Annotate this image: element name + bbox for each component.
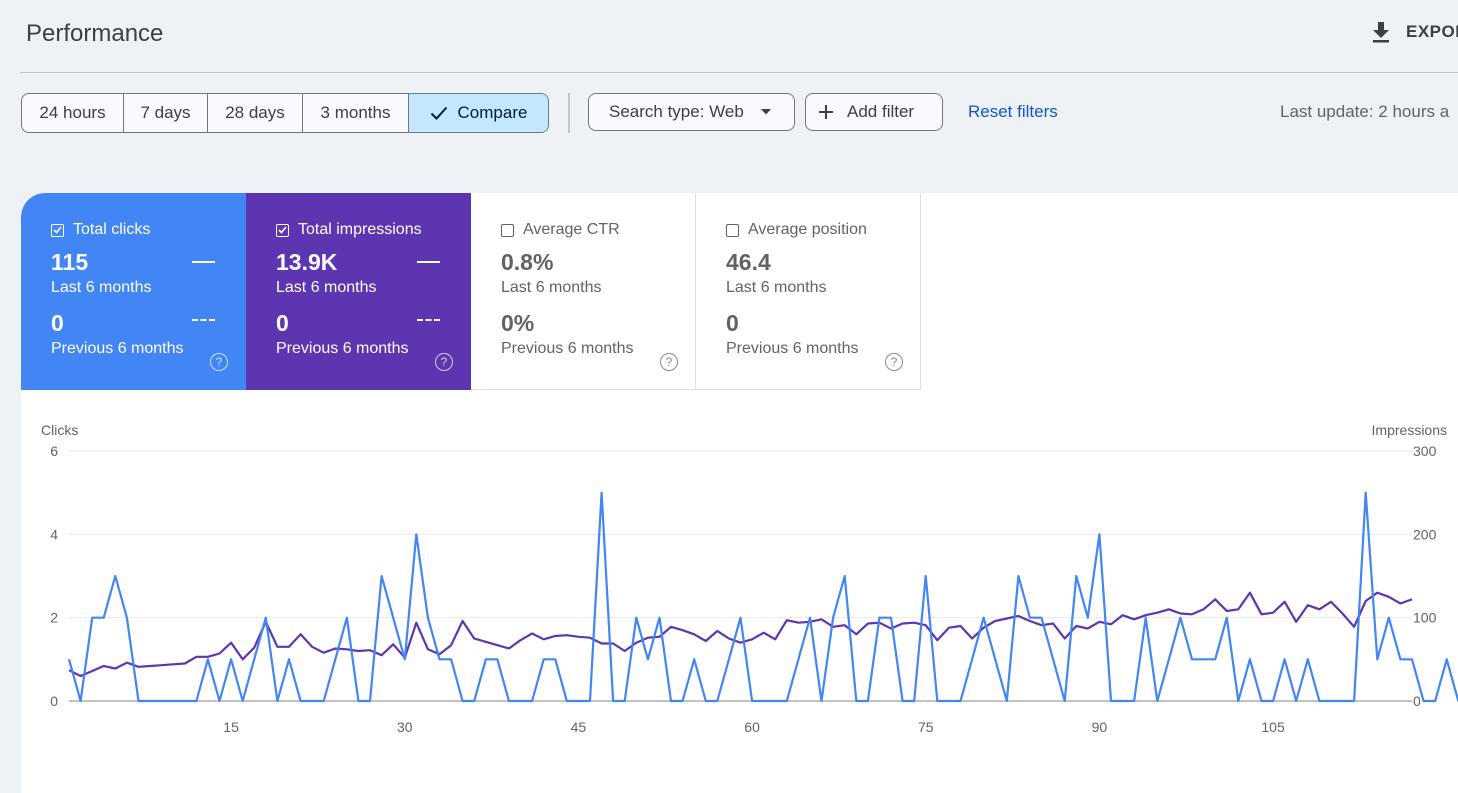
metric-label: Average CTR <box>523 221 620 238</box>
metric-previous-period: Previous 6 months <box>726 340 859 357</box>
metric-period: Last 6 months <box>276 279 377 296</box>
metric-previous-period: Previous 6 months <box>501 340 634 357</box>
metric-value: 13.9K <box>276 249 338 275</box>
metric-average-ctr[interactable]: Average CTR 0.8% Last 6 months 0% Previo… <box>471 193 696 390</box>
search-type-label: Search type: Web <box>609 102 744 121</box>
range-24-hours-button[interactable]: 24 hours <box>22 94 124 132</box>
search-type-dropdown[interactable]: Search type: Web <box>588 93 795 131</box>
x-axis-tick-label: 105 <box>1261 719 1285 735</box>
metric-previous-value: 0 <box>51 310 64 336</box>
export-label: EXPOR <box>1406 22 1458 41</box>
date-range-selector: 24 hours 7 days 28 days 3 months Compare <box>21 93 549 133</box>
dropdown-arrow-icon <box>760 109 771 115</box>
check-icon <box>430 106 447 120</box>
performance-card: Total clicks 115 Last 6 months 0 Previou… <box>21 193 1458 793</box>
metric-period: Last 6 months <box>51 279 152 296</box>
metric-label: Total clicks <box>73 221 151 238</box>
toolbar-divider <box>568 93 570 133</box>
left-axis-tick-label: 4 <box>50 526 58 542</box>
x-axis-tick-label: 90 <box>1092 719 1108 735</box>
right-axis-tick-label: 300 <box>1413 443 1437 459</box>
checkbox-checked-icon[interactable] <box>276 223 289 237</box>
solid-line-legend-icon <box>417 261 440 263</box>
checkbox-unchecked-icon[interactable] <box>726 223 739 237</box>
checkbox-checked-icon[interactable] <box>51 223 64 237</box>
metric-label: Total impressions <box>298 221 422 238</box>
metric-previous-period: Previous 6 months <box>276 340 409 357</box>
compare-button[interactable]: Compare <box>409 94 548 132</box>
metric-period: Last 6 months <box>501 279 602 296</box>
dashed-line-legend-icon <box>192 319 215 321</box>
metric-total-impressions[interactable]: Total impressions 13.9K Last 6 months 0 … <box>246 193 471 390</box>
range-28-days-button[interactable]: 28 days <box>208 94 303 132</box>
add-filter-label: Add filter <box>847 102 915 121</box>
right-axis-tick-label: 200 <box>1413 526 1437 542</box>
metric-total-clicks[interactable]: Total clicks 115 Last 6 months 0 Previou… <box>21 193 246 390</box>
page-title: Performance <box>26 20 164 47</box>
help-icon[interactable]: ? <box>435 353 453 371</box>
metric-label: Average position <box>748 221 867 238</box>
checkbox-unchecked-icon[interactable] <box>501 223 514 237</box>
metric-previous-value: 0 <box>726 310 739 336</box>
solid-line-legend-icon <box>192 261 215 263</box>
x-axis-tick-label: 45 <box>571 719 587 735</box>
metric-previous-value: 0% <box>501 310 535 336</box>
download-icon <box>1373 22 1389 43</box>
range-3-months-button[interactable]: 3 months <box>303 94 409 132</box>
impressions-series-line <box>68 591 1413 678</box>
help-icon[interactable]: ? <box>210 353 228 371</box>
help-icon[interactable]: ? <box>660 353 678 371</box>
left-axis-tick-label: 0 <box>50 693 58 709</box>
x-axis-tick-label: 75 <box>918 719 934 735</box>
x-axis-tick-label: 30 <box>397 719 413 735</box>
clicks-series-line <box>67 491 1458 703</box>
left-axis-label: Clicks <box>41 422 78 438</box>
help-icon[interactable]: ? <box>885 353 903 371</box>
metric-period: Last 6 months <box>726 279 827 296</box>
left-axis-tick-label: 2 <box>50 610 58 626</box>
export-button[interactable]: EXPOR <box>1370 20 1458 44</box>
metric-previous-period: Previous 6 months <box>51 340 184 357</box>
metric-previous-value: 0 <box>276 310 289 336</box>
left-axis-tick-label: 6 <box>50 443 58 459</box>
dashed-line-legend-icon <box>417 319 440 321</box>
metric-average-position[interactable]: Average position 46.4 Last 6 months 0 Pr… <box>696 193 921 390</box>
add-filter-button[interactable]: Add filter <box>805 93 943 131</box>
right-axis-label: Impressions <box>1372 422 1447 438</box>
last-update-text: Last update: 2 hours a <box>1280 102 1450 121</box>
x-axis-tick-label: 60 <box>744 719 760 735</box>
range-7-days-button[interactable]: 7 days <box>124 94 208 132</box>
right-axis-tick-label: 0 <box>1413 693 1421 709</box>
metric-value: 115 <box>51 249 89 275</box>
right-axis-tick-label: 100 <box>1413 610 1437 626</box>
reset-filters-link[interactable]: Reset filters <box>968 102 1058 121</box>
metric-value: 0.8% <box>501 249 554 275</box>
metric-value: 46.4 <box>726 249 771 275</box>
x-axis-tick-label: 15 <box>223 719 239 735</box>
compare-label: Compare <box>457 103 528 122</box>
plus-icon <box>819 105 833 119</box>
header-divider <box>20 72 1458 73</box>
